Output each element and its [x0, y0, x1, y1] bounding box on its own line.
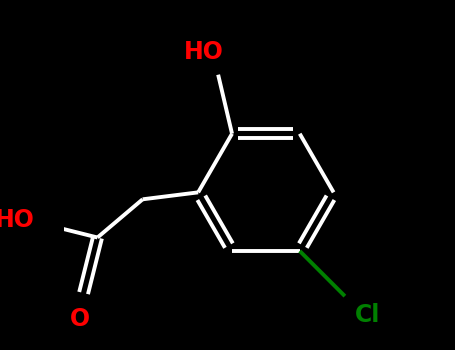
Text: O: O — [70, 307, 90, 331]
Text: Cl: Cl — [355, 303, 381, 327]
Text: HO: HO — [184, 40, 224, 64]
Text: HO: HO — [0, 208, 35, 232]
